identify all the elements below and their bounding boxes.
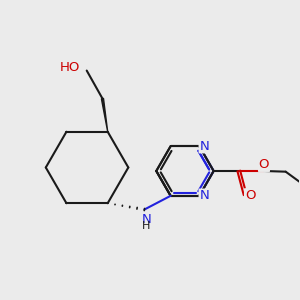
Text: HO: HO [59, 61, 80, 74]
Polygon shape [101, 98, 108, 132]
Text: N: N [141, 213, 151, 226]
Text: N: N [199, 189, 209, 202]
Text: N: N [199, 140, 209, 153]
Text: H: H [142, 221, 150, 231]
Text: O: O [245, 189, 255, 202]
Text: O: O [259, 158, 269, 171]
